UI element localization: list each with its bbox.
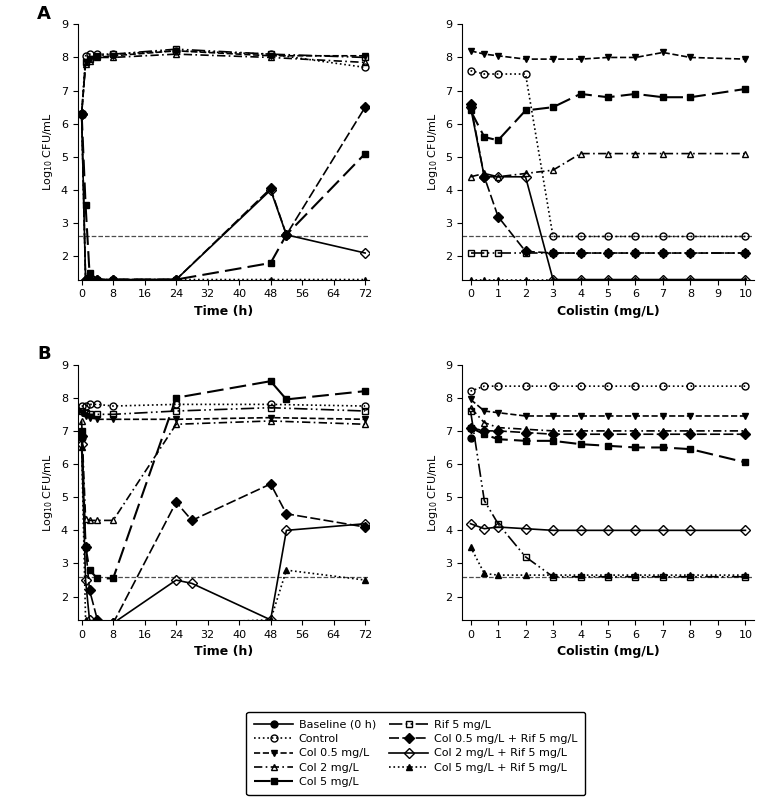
Text: A: A: [37, 5, 51, 23]
Y-axis label: Log$_{10}$ CFU/mL: Log$_{10}$ CFU/mL: [41, 113, 55, 191]
Legend: Baseline (0 h), Control, Col 0.5 mg/L, Col 2 mg/L, Col 5 mg/L, Rif 5 mg/L, Col 0: Baseline (0 h), Control, Col 0.5 mg/L, C…: [246, 712, 585, 795]
Text: B: B: [37, 346, 51, 364]
Y-axis label: Log$_{10}$ CFU/mL: Log$_{10}$ CFU/mL: [426, 113, 440, 191]
X-axis label: Colistin (mg/L): Colistin (mg/L): [556, 305, 660, 318]
X-axis label: Time (h): Time (h): [193, 305, 253, 318]
Y-axis label: Log$_{10}$ CFU/mL: Log$_{10}$ CFU/mL: [41, 453, 55, 531]
X-axis label: Time (h): Time (h): [193, 645, 253, 659]
Y-axis label: Log$_{10}$ CFU/mL: Log$_{10}$ CFU/mL: [426, 453, 440, 531]
X-axis label: Colistin (mg/L): Colistin (mg/L): [556, 645, 660, 659]
